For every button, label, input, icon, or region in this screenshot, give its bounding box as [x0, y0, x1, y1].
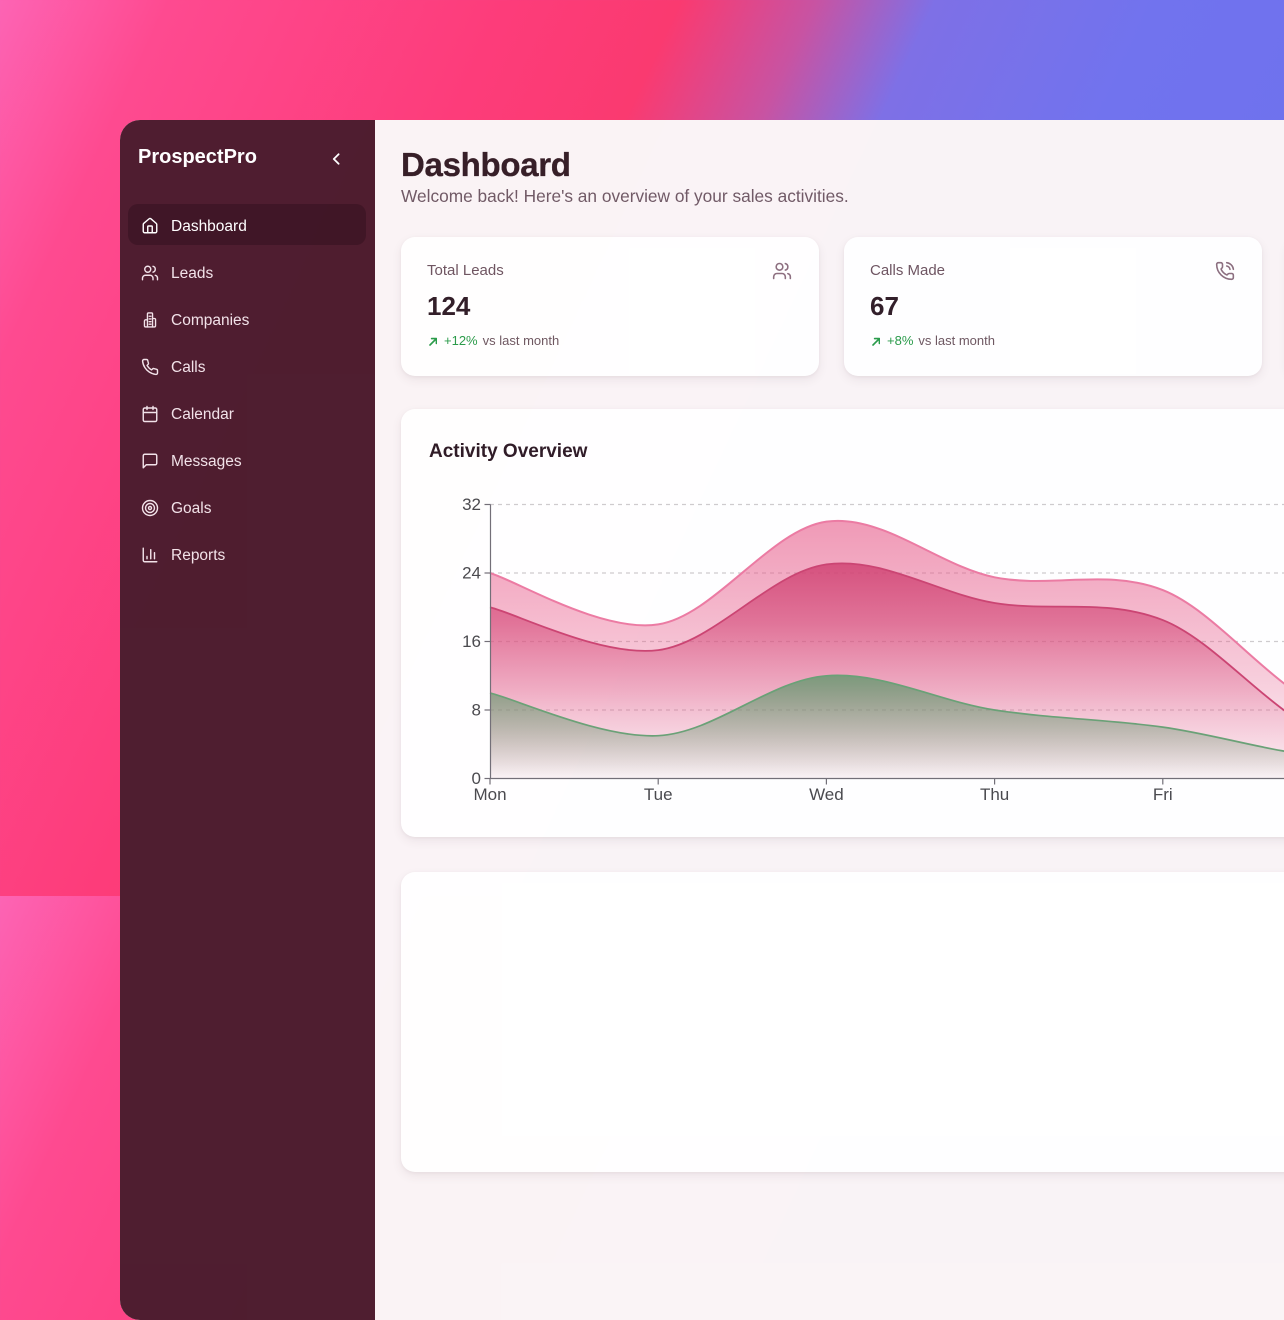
svg-text:Thu: Thu [980, 785, 1009, 804]
svg-text:Fri: Fri [1153, 785, 1173, 804]
svg-text:8: 8 [472, 701, 481, 720]
svg-text:24: 24 [462, 564, 481, 583]
svg-text:Wed: Wed [809, 785, 844, 804]
svg-text:0: 0 [472, 769, 481, 788]
svg-text:Tue: Tue [644, 785, 673, 804]
svg-text:32: 32 [462, 495, 481, 514]
svg-text:16: 16 [462, 632, 481, 651]
svg-text:Mon: Mon [473, 785, 506, 804]
